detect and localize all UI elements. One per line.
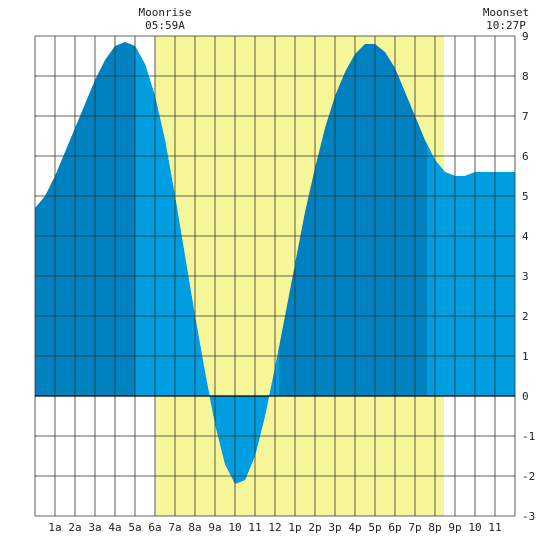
x-tick-label: 10 — [228, 521, 241, 534]
x-tick-label: 4p — [348, 521, 361, 534]
y-tick-label: 5 — [522, 190, 529, 203]
x-tick-label: 9p — [448, 521, 461, 534]
y-tick-label: 9 — [522, 30, 529, 43]
y-tick-label: 3 — [522, 270, 529, 283]
y-tick-label: -1 — [522, 430, 535, 443]
x-tick-label: 5a — [128, 521, 141, 534]
x-tick-label: 8a — [188, 521, 201, 534]
y-tick-label: 4 — [522, 230, 529, 243]
moonset-label: Moonset 10:27P — [476, 6, 536, 32]
x-tick-label: 1a — [48, 521, 61, 534]
x-tick-label: 11 — [248, 521, 261, 534]
x-tick-label: 12 — [268, 521, 281, 534]
x-tick-label: 5p — [368, 521, 381, 534]
x-tick-label: 10 — [468, 521, 481, 534]
x-tick-label: 8p — [428, 521, 441, 534]
y-tick-label: 1 — [522, 350, 529, 363]
moonrise-label: Moonrise 05:59A — [135, 6, 195, 32]
y-tick-label: 6 — [522, 150, 529, 163]
y-tick-label: -3 — [522, 510, 535, 523]
x-tick-label: 4a — [108, 521, 121, 534]
y-tick-label: 8 — [522, 70, 529, 83]
x-tick-label: 11 — [488, 521, 501, 534]
y-tick-label: 2 — [522, 310, 529, 323]
x-tick-label: 6p — [388, 521, 401, 534]
x-tick-label: 7p — [408, 521, 421, 534]
moonrise-time: 05:59A — [145, 19, 185, 32]
x-tick-label: 3a — [88, 521, 101, 534]
moonrise-label-text: Moonrise — [138, 6, 192, 19]
moonset-time: 10:27P — [486, 19, 526, 32]
x-tick-label: 2p — [308, 521, 321, 534]
moonset-label-text: Moonset — [482, 6, 530, 19]
x-tick-label: 3p — [328, 521, 341, 534]
y-tick-label: 0 — [522, 390, 529, 403]
y-tick-label: -2 — [522, 470, 535, 483]
x-tick-label: 6a — [148, 521, 161, 534]
x-tick-label: 9a — [208, 521, 221, 534]
x-tick-label: 2a — [68, 521, 81, 534]
y-tick-label: 7 — [522, 110, 529, 123]
x-tick-label: 1p — [288, 521, 301, 534]
x-tick-label: 7a — [168, 521, 181, 534]
